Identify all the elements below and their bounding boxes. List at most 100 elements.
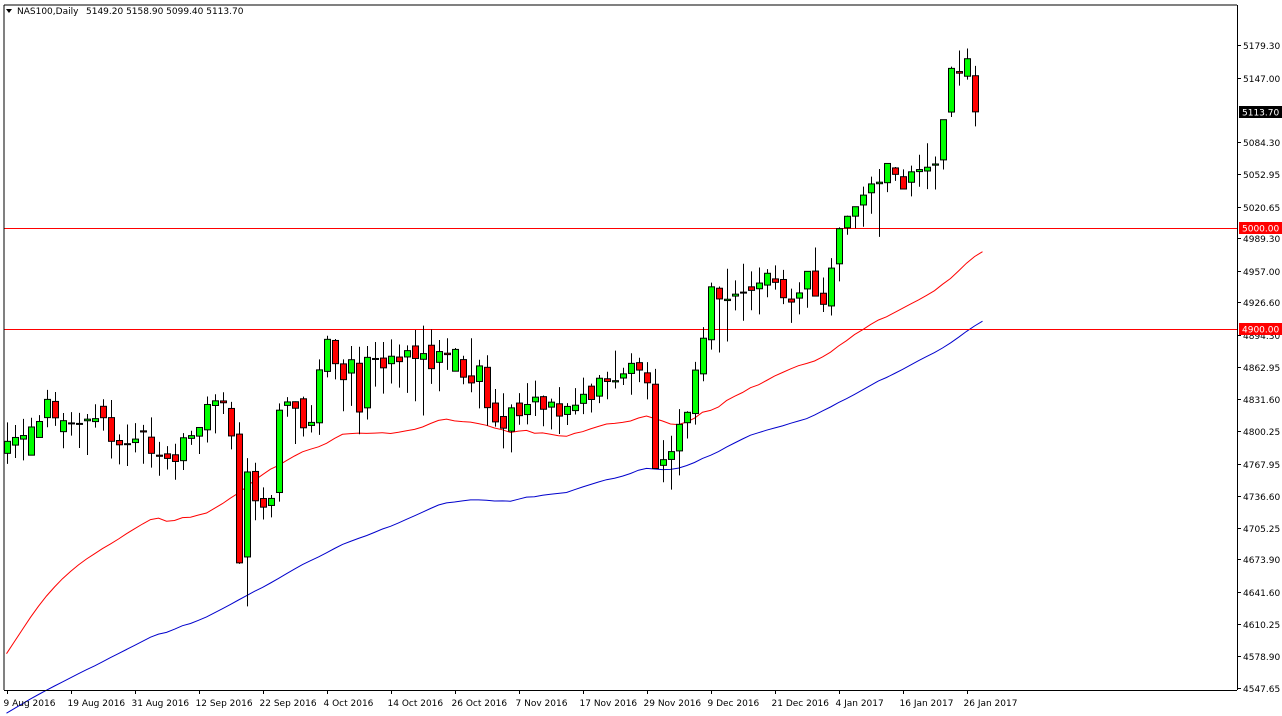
candle bbox=[868, 176, 875, 214]
bullish-candle-body bbox=[764, 272, 771, 286]
bullish-candle-body bbox=[724, 298, 731, 302]
candle bbox=[452, 347, 459, 372]
candle bbox=[940, 119, 947, 170]
bullish-candle-body bbox=[564, 405, 571, 415]
bullish-candle-body bbox=[692, 369, 699, 415]
candle bbox=[556, 387, 563, 434]
bearish-candle-body bbox=[900, 176, 907, 190]
bullish-candle-body bbox=[404, 350, 411, 358]
candle bbox=[628, 353, 635, 395]
bearish-candle-body bbox=[820, 292, 827, 305]
bearish-candle-body bbox=[788, 298, 795, 303]
bearish-candle-body bbox=[228, 407, 235, 437]
bullish-candle-body bbox=[348, 359, 355, 374]
date-tick-label: 29 Nov 2016 bbox=[644, 699, 702, 709]
candle bbox=[308, 405, 315, 433]
bullish-candle-body bbox=[620, 373, 627, 379]
price-tick-label: 4610.25 bbox=[1243, 621, 1280, 631]
bullish-candle-body bbox=[324, 338, 331, 372]
horizontal-line-layer bbox=[4, 228, 1237, 330]
chart-header: NAS100,Daily 5149.20 5158.90 5099.40 511… bbox=[6, 7, 244, 17]
price-tick-label: 4989.30 bbox=[1243, 235, 1280, 245]
bearish-candle-body bbox=[380, 357, 387, 369]
bullish-candle-body bbox=[804, 270, 811, 290]
level-badge-5000.00: 5000.00 bbox=[1242, 225, 1279, 235]
bullish-candle-body bbox=[948, 67, 955, 113]
candle bbox=[52, 391, 59, 426]
candle bbox=[972, 65, 979, 127]
candle bbox=[436, 340, 443, 392]
candle bbox=[228, 401, 235, 450]
price-tick-label: 4578.90 bbox=[1243, 653, 1280, 663]
candle bbox=[284, 397, 291, 417]
date-tick-label: 4 Jan 2017 bbox=[836, 699, 884, 709]
bullish-candle-body bbox=[388, 355, 395, 365]
candle bbox=[540, 395, 547, 427]
bullish-candle-body bbox=[196, 426, 203, 437]
candle bbox=[660, 440, 667, 483]
bearish-candle-body bbox=[252, 470, 259, 502]
candle bbox=[92, 404, 99, 428]
bullish-candle-body bbox=[92, 418, 99, 423]
bullish-candle-body bbox=[700, 337, 707, 375]
bearish-candle-body bbox=[396, 356, 403, 363]
candle bbox=[268, 494, 275, 518]
bearish-candle-body bbox=[140, 430, 147, 433]
current-price-badge-bg bbox=[1239, 106, 1282, 118]
bearish-candle-body bbox=[772, 278, 779, 283]
bearish-candle-body bbox=[236, 433, 243, 564]
collapse-triangle-icon[interactable] bbox=[6, 9, 12, 13]
price-tick-label: 5147.00 bbox=[1243, 75, 1280, 85]
bearish-candle-body bbox=[156, 454, 163, 457]
bullish-candle-body bbox=[708, 286, 715, 341]
bullish-candle-body bbox=[596, 377, 603, 397]
bullish-candle-body bbox=[276, 409, 283, 494]
bearish-candle-body bbox=[220, 400, 227, 404]
bullish-candle-body bbox=[548, 401, 555, 408]
bullish-candle-body bbox=[452, 348, 459, 372]
candle bbox=[20, 418, 27, 461]
bearish-candle-body bbox=[556, 403, 563, 417]
date-tick-label: 22 Sep 2016 bbox=[260, 699, 317, 709]
candle bbox=[28, 417, 35, 456]
bullish-candle-body bbox=[612, 380, 619, 383]
candle bbox=[12, 425, 19, 459]
bearish-candle-body bbox=[260, 498, 267, 508]
bullish-candle-body bbox=[28, 426, 35, 456]
bearish-candle-body bbox=[636, 362, 643, 371]
bearish-candle-body bbox=[372, 357, 379, 360]
candlestick-layer bbox=[4, 48, 979, 607]
bearish-candle-body bbox=[540, 396, 547, 410]
bullish-candle-body bbox=[924, 166, 931, 172]
candle bbox=[172, 443, 179, 480]
bullish-candle-body bbox=[580, 393, 587, 404]
candle bbox=[716, 286, 723, 353]
price-tick-label: 4641.60 bbox=[1243, 589, 1280, 599]
candle bbox=[252, 462, 259, 521]
candle bbox=[60, 413, 67, 449]
level-badge-5000.00-bg bbox=[1239, 222, 1282, 234]
candle bbox=[548, 398, 555, 430]
candle bbox=[412, 329, 419, 402]
bearish-candle-body bbox=[332, 339, 339, 365]
candle bbox=[732, 280, 739, 311]
bearish-candle-body bbox=[412, 345, 419, 359]
bearish-candle-body bbox=[300, 398, 307, 429]
bullish-candle-body bbox=[204, 403, 211, 431]
candle bbox=[356, 346, 363, 435]
candle bbox=[332, 339, 339, 380]
bullish-candle-body bbox=[756, 282, 763, 290]
candle bbox=[212, 394, 219, 434]
price-tick-label: 4831.60 bbox=[1243, 396, 1280, 406]
candle bbox=[724, 268, 731, 342]
bullish-candle-body bbox=[212, 400, 219, 406]
bullish-candle-body bbox=[676, 423, 683, 452]
candle bbox=[516, 393, 523, 425]
bearish-candle-body bbox=[588, 385, 595, 400]
candle bbox=[748, 271, 755, 311]
candle bbox=[884, 162, 891, 193]
candle bbox=[788, 288, 795, 323]
price-tick-label: 5052.95 bbox=[1243, 171, 1280, 181]
price-tick-label: 4736.60 bbox=[1243, 493, 1280, 503]
